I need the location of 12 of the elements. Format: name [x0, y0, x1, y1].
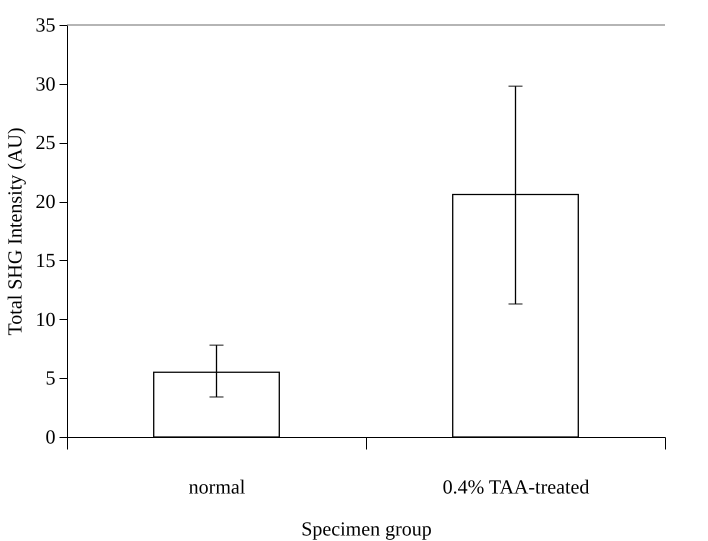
y-tick-label: 15: [36, 250, 56, 272]
y-tick-label: 25: [36, 132, 56, 154]
x-axis-title: Specimen group: [301, 518, 432, 540]
y-tick-label: 30: [36, 73, 56, 96]
x-tick-label: 0.4% TAA-treated: [442, 476, 590, 498]
y-tick-label: 0: [46, 426, 56, 448]
y-tick-label: 35: [36, 14, 56, 36]
y-tick-label: 20: [36, 191, 56, 214]
y-axis-title: Total SHG Intensity (AU): [4, 127, 26, 336]
y-tick-label: 5: [46, 368, 56, 390]
x-tick-label: normal: [188, 476, 246, 498]
y-tick-label: 10: [36, 308, 56, 331]
